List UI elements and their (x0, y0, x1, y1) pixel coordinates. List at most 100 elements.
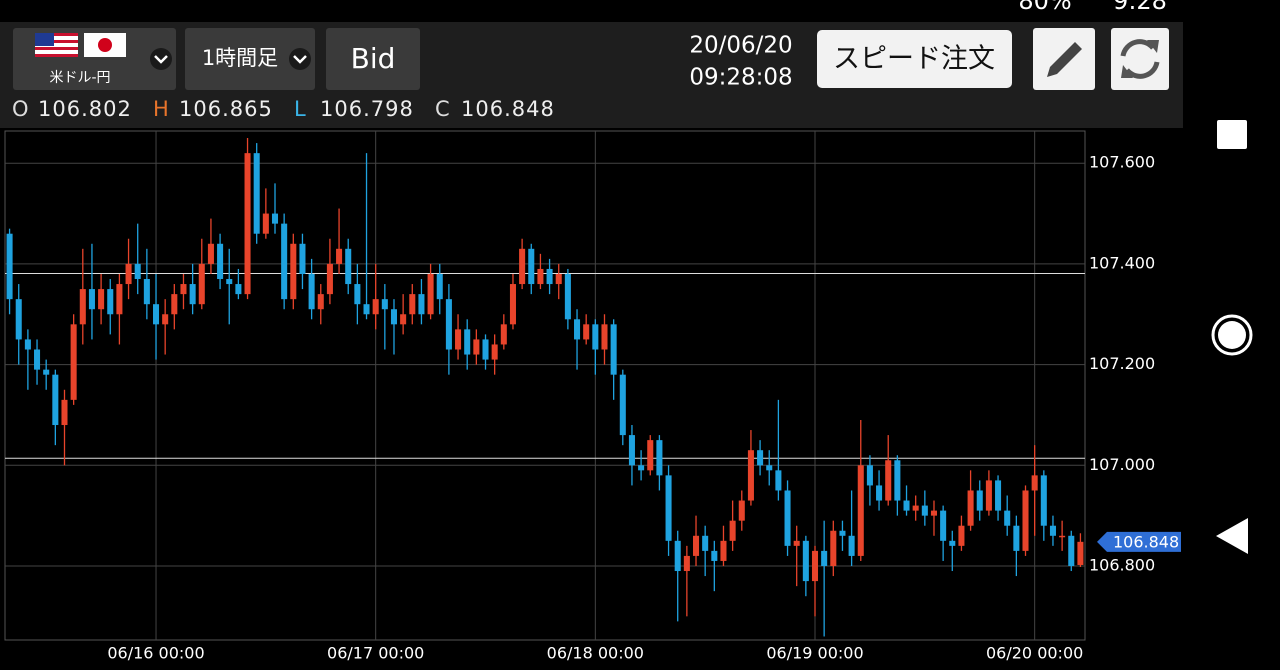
chevron (154, 55, 168, 64)
candle-body (912, 505, 919, 511)
candle-body (336, 248, 343, 264)
candle-body (519, 248, 526, 285)
ohlc-letter: O (12, 97, 29, 121)
candle-body (976, 490, 983, 511)
candle-body (564, 273, 571, 320)
price-tag (1097, 531, 1181, 552)
clock: 9:28 (1113, 0, 1167, 15)
candle-body (198, 263, 205, 305)
candle-body (290, 243, 297, 300)
candle-body (43, 369, 50, 375)
ohlc-value: 106.798 (320, 97, 414, 121)
candle-body (1059, 535, 1066, 538)
candle-body (720, 540, 727, 561)
candle-body (70, 324, 77, 400)
candle-body (61, 399, 68, 426)
candle-body (665, 475, 672, 541)
candle-body (125, 263, 132, 285)
candle-body (491, 344, 498, 360)
candle-body (6, 233, 13, 300)
ohlc-value: 106.848 (461, 97, 555, 121)
recent-apps-button[interactable] (1217, 120, 1247, 149)
candle-body (546, 268, 553, 285)
refresh-arrows (1121, 40, 1159, 78)
candle-body (857, 465, 864, 556)
candle-body (107, 289, 114, 315)
home-button[interactable] (1211, 314, 1253, 356)
candle-body (345, 248, 352, 285)
candle-body (702, 535, 709, 551)
candle-body (601, 324, 608, 350)
candle-body (409, 294, 416, 315)
y-tick-label: 107.400 (1089, 253, 1155, 272)
candle-body (281, 223, 288, 300)
y-tick-label: 107.600 (1089, 153, 1155, 172)
x-tick-label: 06/17 00:00 (327, 644, 424, 663)
candle-body (52, 374, 59, 426)
timeframe-selector[interactable]: 1時間足 (185, 28, 315, 90)
candle-body (317, 294, 324, 310)
ohlc-value: 106.865 (179, 97, 273, 121)
candle-body (1049, 525, 1056, 536)
home-button-dot (1218, 321, 1246, 349)
back-button[interactable] (1216, 518, 1248, 554)
y-tick-label: 107.200 (1089, 354, 1155, 373)
candle-body (610, 324, 617, 375)
pair-selector[interactable]: 米ドル-円 (13, 28, 176, 90)
x-tick-label: 06/19 00:00 (766, 644, 863, 663)
candle-body (455, 329, 462, 350)
candle-body (354, 284, 361, 305)
candle-body (482, 339, 489, 360)
candle-body (1022, 490, 1029, 551)
candle-body (628, 435, 635, 466)
candle-body (784, 490, 791, 546)
y-tick-label: 106.800 (1089, 555, 1155, 574)
candle-body (180, 284, 187, 295)
candle-body (226, 279, 233, 285)
candle-body (271, 213, 279, 224)
speed-order-button[interactable] (817, 30, 1012, 88)
pencil-icon (1047, 42, 1082, 77)
bid-button[interactable] (326, 28, 420, 90)
timeframe-box[interactable] (185, 28, 315, 90)
time: 09:28:08 (689, 65, 792, 91)
us-flag-stripes (35, 33, 78, 57)
candle-body (1013, 525, 1020, 551)
candle-body (244, 153, 251, 295)
candle-body (647, 440, 654, 471)
x-tick-label: 06/20 00:00 (986, 644, 1083, 663)
candle-body (15, 299, 22, 340)
candle-body (674, 540, 681, 572)
candle-body (308, 273, 315, 310)
jp-flag-sun (98, 38, 112, 52)
ohlc-letter: C (435, 97, 450, 121)
ohlc-letter: L (294, 97, 306, 121)
candle-body (235, 284, 242, 295)
candle-body (985, 480, 992, 511)
candle-body (830, 530, 837, 566)
candle-body (793, 540, 800, 546)
candle-body (134, 263, 141, 280)
x-tick-label: 06/16 00:00 (107, 644, 204, 663)
candle-body (528, 248, 535, 285)
candle-body (811, 550, 819, 582)
candle-body (1004, 510, 1011, 526)
refresh-icon (1120, 39, 1160, 79)
y-tick-label: 107.000 (1089, 455, 1155, 474)
candle-body (445, 299, 452, 350)
candle-body (683, 555, 690, 572)
candle-body (400, 314, 407, 325)
candle-body (299, 243, 306, 274)
candle-body (436, 273, 443, 300)
refresh-button[interactable] (1111, 28, 1169, 90)
candle-body (949, 540, 956, 546)
candle-body (116, 284, 123, 315)
candle-body (207, 243, 214, 264)
candle-body (34, 349, 41, 370)
candle-body (775, 470, 782, 491)
bid-label: Bid (351, 42, 396, 75)
candle-body (217, 243, 224, 280)
candle-body (79, 289, 86, 325)
candle-body (381, 299, 388, 310)
